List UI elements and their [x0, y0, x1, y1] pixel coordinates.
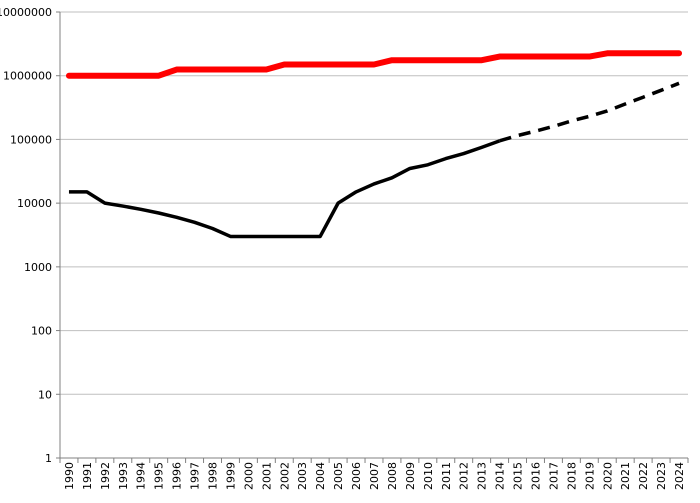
x-tick-label: 1999: [224, 462, 237, 490]
y-tick-label: 10000: [17, 197, 52, 210]
x-tick-label: 2002: [278, 462, 291, 490]
x-tick-label: 2023: [655, 462, 668, 490]
x-tick-label: 1995: [153, 462, 166, 490]
series-line-2: [68, 139, 501, 239]
x-tick-label: 2022: [637, 462, 650, 490]
y-tick-label: 1: [45, 452, 52, 465]
y-tick-label: 1000: [24, 261, 52, 274]
gridlines: [60, 11, 688, 459]
y-tick-label: 1000000: [3, 70, 52, 83]
x-tick-label: 2011: [440, 462, 453, 490]
x-tick-label: 1996: [171, 462, 184, 490]
x-tick-label: 1997: [189, 462, 202, 490]
x-tick-label: 1994: [135, 462, 148, 490]
y-tick-label: 100: [31, 325, 52, 338]
series-lines: [65, 50, 683, 239]
x-tick-label: 2015: [512, 462, 525, 490]
x-tick-label: 2003: [296, 462, 309, 490]
x-tick-label: 2008: [386, 462, 399, 490]
x-tick-label: 2005: [332, 462, 345, 490]
x-tick-label: 2020: [601, 462, 614, 490]
y-tick-label: 100000: [10, 133, 52, 146]
x-tick-label: 2024: [673, 462, 686, 490]
x-tick-label: 2017: [547, 462, 560, 490]
x-tick-label: 1998: [207, 462, 220, 490]
x-tick-label: 2007: [368, 462, 381, 490]
x-tick-label: 2004: [314, 462, 327, 490]
y-tick-labels: 1 10 100 1000 10000 100000 1000000 10000000: [0, 6, 52, 465]
x-tick-label: 2000: [242, 462, 255, 490]
x-tick-labels: 1990 1991 1992 1993 1994 1995 1996 1997 1998 1999…: [63, 462, 686, 490]
x-tick-label: 1992: [99, 462, 112, 490]
x-tick-label: 1991: [81, 462, 94, 490]
y-tick-label: 10: [38, 388, 52, 401]
x-tick-label: 1990: [63, 462, 76, 490]
x-tick-label: 2021: [619, 462, 632, 490]
y-tick-label: 10000000: [0, 6, 52, 19]
x-tick-label: 2012: [458, 462, 471, 490]
x-tick-label: 2001: [260, 462, 273, 490]
x-tick-label: 2016: [529, 462, 542, 490]
x-tick-label: 2013: [476, 462, 489, 490]
x-tick-label: 2009: [404, 462, 417, 490]
series-line-3: [499, 81, 680, 143]
x-tick-label: 1993: [117, 462, 130, 490]
axes: [56, 11, 689, 463]
x-tick-label: 2019: [583, 462, 596, 490]
x-tick-label: 2014: [494, 462, 507, 490]
x-tick-label: 2010: [422, 462, 435, 490]
x-tick-label: 2018: [565, 462, 578, 490]
x-tick-label: 2006: [350, 462, 363, 490]
series-line-1: [65, 50, 683, 79]
